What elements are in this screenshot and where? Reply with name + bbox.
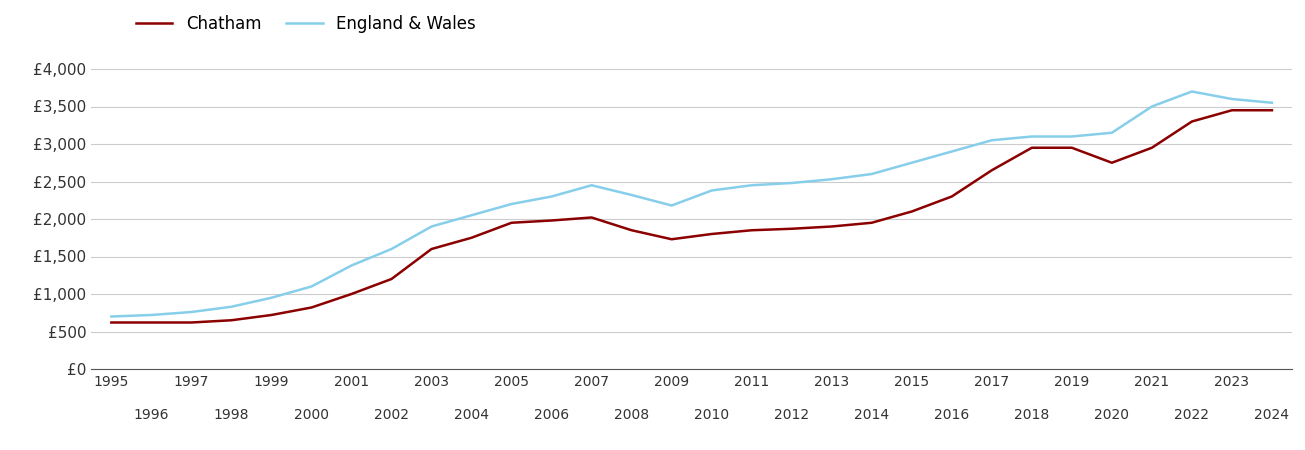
Line: Chatham: Chatham [111,110,1272,323]
Chatham [784,226,800,231]
Chatham [144,320,159,325]
England & Wales [984,138,1000,143]
England & Wales [384,246,399,252]
England & Wales [1024,134,1040,139]
Text: 2010: 2010 [694,408,729,422]
England & Wales [223,304,239,310]
England & Wales [544,194,560,199]
Chatham [103,320,119,325]
England & Wales [904,160,920,166]
Chatham [583,215,599,220]
England & Wales [1265,100,1280,105]
Text: 2004: 2004 [454,408,489,422]
England & Wales [144,312,159,318]
Text: 2016: 2016 [934,408,970,422]
Text: 2002: 2002 [375,408,408,422]
England & Wales [424,224,440,229]
Line: England & Wales: England & Wales [111,91,1272,316]
England & Wales [944,149,959,154]
England & Wales [304,284,320,289]
Text: 2006: 2006 [534,408,569,422]
Chatham [1184,119,1199,124]
Chatham [944,194,959,199]
Chatham [624,228,639,233]
England & Wales [1184,89,1199,94]
Chatham [264,312,279,318]
England & Wales [744,183,760,188]
Chatham [703,231,719,237]
Chatham [823,224,839,229]
Legend: Chatham, England & Wales: Chatham, England & Wales [136,15,476,33]
Chatham [1144,145,1160,150]
Text: 2008: 2008 [615,408,649,422]
Chatham [1024,145,1040,150]
Text: 2020: 2020 [1095,408,1129,422]
Chatham [1064,145,1079,150]
Chatham [904,209,920,214]
England & Wales [184,309,200,315]
Chatham [544,218,560,223]
Chatham [304,305,320,310]
Text: 2012: 2012 [774,408,809,422]
England & Wales [103,314,119,319]
England & Wales [583,183,599,188]
England & Wales [703,188,719,193]
Chatham [744,228,760,233]
Text: 2018: 2018 [1014,408,1049,422]
England & Wales [664,203,680,208]
England & Wales [504,201,519,207]
England & Wales [864,171,880,177]
Text: 1996: 1996 [133,408,170,422]
Text: 2024: 2024 [1254,408,1289,422]
Text: 2022: 2022 [1174,408,1210,422]
Text: 2014: 2014 [855,408,889,422]
Chatham [984,167,1000,173]
Chatham [343,291,359,297]
England & Wales [1144,104,1160,109]
Chatham [1104,160,1120,166]
Chatham [223,318,239,323]
England & Wales [1064,134,1079,139]
Text: 2000: 2000 [294,408,329,422]
Chatham [424,246,440,252]
England & Wales [463,212,479,218]
Chatham [463,235,479,240]
England & Wales [264,295,279,301]
Chatham [664,237,680,242]
England & Wales [343,263,359,268]
England & Wales [1224,96,1240,102]
England & Wales [1104,130,1120,135]
Chatham [864,220,880,225]
Chatham [384,276,399,282]
Chatham [504,220,519,225]
England & Wales [823,176,839,182]
Text: 1998: 1998 [214,408,249,422]
Chatham [1265,108,1280,113]
Chatham [184,320,200,325]
Chatham [1224,108,1240,113]
England & Wales [624,192,639,198]
England & Wales [784,180,800,186]
